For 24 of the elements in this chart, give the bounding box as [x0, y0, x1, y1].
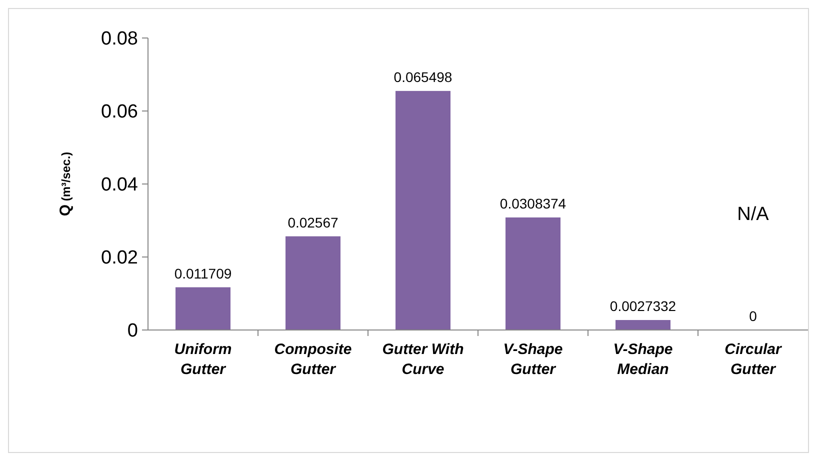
y-tick-label: 0.04	[101, 174, 138, 196]
data-label: 0.011709	[174, 265, 232, 282]
x-tick-label: Uniform Gutter	[174, 341, 232, 378]
y-tick-label: 0.02	[101, 248, 138, 269]
x-tick-label: V-Shape Median	[613, 341, 673, 378]
y-tick-label: 0.08	[101, 28, 138, 50]
bar	[396, 90, 450, 330]
y-axis-title: Q (m³/sec.)	[57, 152, 74, 216]
y-tick-label: 0.06	[101, 102, 138, 123]
bar	[176, 287, 230, 330]
bar	[286, 236, 340, 330]
data-label: 0.0308374	[500, 195, 566, 212]
data-label: 0.02567	[288, 214, 339, 230]
bar	[616, 320, 670, 330]
x-tick-label: V-Shape Gutter	[503, 341, 563, 378]
bar	[506, 217, 560, 330]
x-tick-label: Composite Gutter	[274, 341, 352, 378]
data-label: 0.0027332	[610, 298, 676, 314]
data-label: 0	[749, 308, 758, 324]
annotation: N/A	[737, 204, 770, 225]
data-label: 0.065498	[394, 68, 452, 85]
x-tick-label: Gutter With Curve	[382, 341, 464, 378]
x-tick-label: Circular Gutter	[724, 341, 782, 378]
y-tick-label: 0	[127, 320, 138, 342]
